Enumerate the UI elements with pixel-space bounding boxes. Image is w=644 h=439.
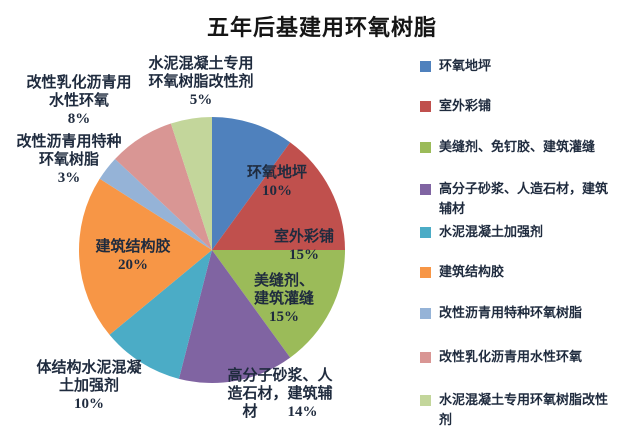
legend-label: 高分子砂浆、人造石材，建筑辅材 [439,181,609,216]
pie-label-structural-adhesive: 建筑结构胶 20% [95,239,171,273]
legend-swatch-icon [420,308,431,319]
legend-label: 水泥混凝土加强剂 [439,224,544,239]
legend-label: 水泥混凝土专用环氧树脂改性剂 [439,392,609,427]
legend-swatch-icon [420,184,431,195]
legend-swatch-icon [420,352,431,363]
pie-slice-4 [178,250,291,384]
legend-swatch-icon [420,227,431,238]
pie-slice-3 [212,250,345,358]
legend-swatch-icon [420,61,431,72]
legend-item: 改性沥青用特种环氧树脂 [420,303,614,323]
legend-label: 建筑结构胶 [439,264,505,279]
legend-label: 改性沥青用特种环氧树脂 [439,305,583,320]
legend-item: 美缝剂、免钉胶、建筑灌缝 [420,137,614,157]
legend-item: 水泥混凝土加强剂 [420,222,614,242]
chart-title: 五年后基建用环氧树脂 [206,15,437,40]
pie-chart [78,117,345,384]
legend-swatch-icon [420,101,431,112]
legend-item: 建筑结构胶 [420,262,614,282]
pie-slice-1 [212,117,291,250]
pie-label-epoxy-floor: 环氧地坪 10% [246,165,308,199]
pie-label-concrete-modifier: 水泥混凝土专用 环氧树脂改性剂 5% [148,56,254,108]
legend-label: 环氧地坪 [439,58,492,73]
legend-item: 改性乳化沥青用水性环氧 [420,347,614,367]
legend-swatch-icon [420,142,431,153]
legend-item: 室外彩铺 [420,96,614,116]
legend-swatch-icon [420,267,431,278]
pie-slice-5 [109,250,212,379]
pie-label-concrete-strength: 体结构水泥混凝 土加强剂 10% [36,360,142,412]
legend-item: 环氧地坪 [420,56,614,76]
pie-label-polymer-mortar: 高分子砂浆、人 造石材，建筑辅 材 14% [227,368,333,420]
legend-item: 高分子砂浆、人造石材，建筑辅材 [420,179,614,219]
pie-label-special-epoxy: 改性沥青用特种 环氧树脂 3% [16,134,122,186]
legend: 环氧地坪 室外彩铺 美缝剂、免钉胶、建筑灌缝 高分子砂浆、人造石材，建筑辅材 水泥混凝土… [420,50,630,430]
legend-label: 室外彩铺 [439,98,492,113]
pie-slice-7 [99,158,212,250]
pie-slice-2 [212,142,345,250]
pie-label-outdoor-paving: 室外彩铺 15% [273,229,335,263]
legend-label: 美缝剂、免钉胶、建筑灌缝 [439,139,596,154]
pie-slice-9 [170,117,212,250]
pie-label-sealant-grouting: 美缝剂、 建筑灌缝 15% [253,273,315,325]
pie-slice-6 [78,178,212,335]
legend-swatch-icon [420,395,431,406]
legend-label: 改性乳化沥青用水性环氧 [439,349,583,364]
legend-item: 水泥混凝土专用环氧树脂改性剂 [420,390,614,430]
pie-slice-8 [115,123,212,250]
pie-label-waterborne-epoxy: 改性乳化沥青用 水性环氧 8% [26,75,132,127]
